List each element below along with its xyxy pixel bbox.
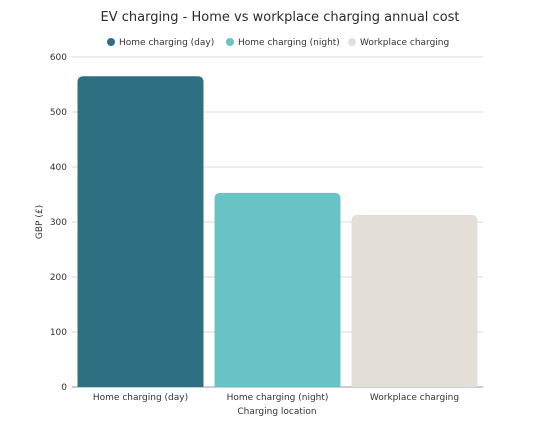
legend-label-home-day: Home charging (day) — [119, 38, 214, 48]
legend-swatch-workplace — [348, 38, 356, 46]
bar — [214, 192, 341, 387]
y-axis-label: GBP (£) — [35, 205, 45, 239]
legend-item-home-day: Home charging (day) — [107, 38, 214, 48]
y-axis-ticks: 0 100 200 300 400 500 600 — [50, 53, 67, 393]
x-tick-label: Home charging (night) — [227, 393, 329, 403]
x-tick-label: Home charging (day) — [93, 393, 188, 403]
bars — [77, 76, 478, 387]
y-tick-label: 200 — [50, 273, 67, 283]
x-tick-label: Workplace charging — [370, 393, 459, 403]
legend-item-workplace: Workplace charging — [348, 38, 449, 48]
y-tick-label: 0 — [61, 383, 67, 393]
y-tick-label: 600 — [50, 53, 67, 63]
y-tick-label: 100 — [50, 328, 67, 338]
bar — [77, 76, 204, 387]
legend-label-home-night: Home charging (night) — [238, 38, 340, 48]
legend: Home charging (day) Home charging (night… — [107, 38, 449, 48]
y-tick-label: 500 — [50, 108, 67, 118]
chart-title: EV charging - Home vs workplace charging… — [100, 10, 459, 25]
bar — [351, 214, 478, 387]
legend-swatch-home-day — [107, 38, 115, 46]
x-axis-label: Charging location — [237, 407, 316, 417]
y-tick-label: 300 — [50, 218, 67, 228]
legend-swatch-home-night — [226, 38, 234, 46]
x-axis-ticks: Home charging (day) Home charging (night)… — [93, 393, 459, 403]
legend-item-home-night: Home charging (night) — [226, 38, 340, 48]
legend-label-workplace: Workplace charging — [360, 38, 449, 48]
y-tick-label: 400 — [50, 163, 67, 173]
